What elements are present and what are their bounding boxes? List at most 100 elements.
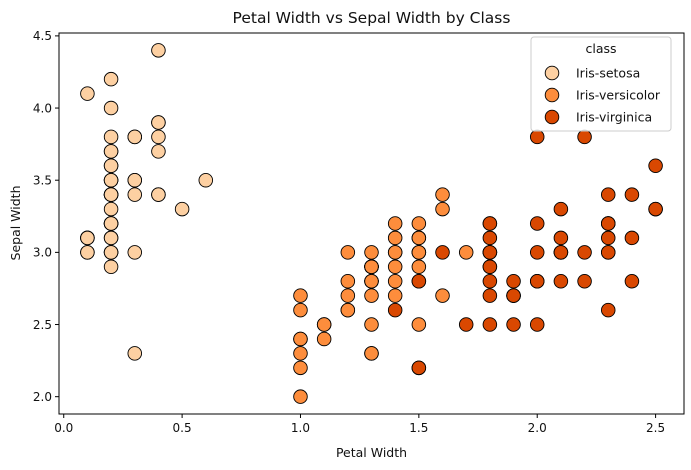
- data-point: [103, 230, 119, 246]
- x-tick-label: 1.0: [291, 421, 310, 435]
- x-tick-label: 2.0: [528, 421, 547, 435]
- data-point: [340, 273, 356, 289]
- data-point: [482, 245, 498, 260]
- y-tick-label: 4.5: [33, 29, 52, 43]
- data-point: [340, 245, 356, 260]
- data-point: [435, 245, 450, 260]
- data-point: [482, 273, 498, 289]
- data-point: [364, 259, 379, 275]
- data-point: [103, 216, 119, 231]
- data-point: [553, 201, 569, 217]
- y-tick-label: 2.5: [33, 318, 52, 332]
- data-point: [529, 273, 545, 289]
- data-point: [316, 331, 332, 347]
- data-point: [316, 317, 332, 332]
- data-point: [364, 346, 379, 361]
- data-point: [482, 317, 498, 332]
- data-point: [387, 288, 403, 303]
- data-point: [127, 172, 143, 188]
- data-point: [553, 273, 569, 289]
- series-iris-versicolor: [293, 187, 498, 404]
- data-point: [529, 129, 545, 145]
- data-point: [529, 245, 545, 260]
- y-tick-label: 3.0: [33, 246, 52, 260]
- data-point: [151, 144, 166, 159]
- data-point: [293, 360, 308, 376]
- data-point: [553, 230, 569, 246]
- legend-entries: Iris-setosa Iris-versicolor Iris-virginica: [544, 66, 661, 125]
- data-point: [624, 230, 640, 246]
- data-point: [506, 317, 521, 332]
- data-point: [411, 230, 427, 246]
- data-point: [364, 273, 379, 289]
- data-point: [103, 100, 119, 116]
- data-point: [103, 129, 119, 145]
- data-point: [127, 129, 143, 145]
- data-point: [340, 302, 356, 318]
- data-point: [435, 201, 450, 217]
- data-point: [387, 245, 403, 260]
- chart-title: Petal Width vs Sepal Width by Class: [233, 9, 511, 27]
- legend-box: [530, 36, 672, 132]
- data-point: [151, 115, 166, 130]
- data-point: [387, 273, 403, 289]
- data-point: [600, 187, 616, 202]
- data-point: [600, 230, 616, 246]
- data-point: [103, 158, 119, 174]
- data-point: [103, 71, 119, 87]
- data-point: [529, 216, 545, 231]
- y-axis: 2.0 2.5 3.0 3.5 4.0 4.5: [33, 29, 59, 404]
- data-point: [103, 245, 119, 260]
- legend: class Iris-setosa Iris-versicolor Iris-vir…: [530, 36, 672, 132]
- data-point: [103, 172, 119, 188]
- legend-marker: [544, 87, 560, 103]
- data-point: [600, 245, 616, 260]
- data-point: [648, 201, 663, 217]
- legend-entry: Iris-setosa: [544, 66, 640, 81]
- data-point: [600, 302, 616, 318]
- data-point: [340, 288, 356, 303]
- data-point: [411, 317, 427, 332]
- data-point: [293, 346, 308, 361]
- data-point: [506, 288, 521, 303]
- data-point: [364, 317, 379, 332]
- data-point: [293, 331, 308, 347]
- legend-entry: Iris-virginica: [544, 110, 652, 125]
- data-point: [435, 187, 450, 202]
- data-point: [411, 259, 427, 275]
- data-point: [411, 360, 427, 376]
- data-point: [103, 144, 119, 159]
- x-tick-label: 1.5: [409, 421, 428, 435]
- data-point: [80, 86, 95, 101]
- data-point: [577, 245, 592, 260]
- data-point: [482, 216, 498, 231]
- y-tick-label: 2.0: [33, 390, 52, 404]
- y-tick-label: 3.5: [33, 174, 52, 188]
- data-point: [364, 288, 379, 303]
- data-point: [174, 201, 190, 217]
- data-point: [529, 317, 545, 332]
- y-tick-label: 4.0: [33, 101, 52, 115]
- data-point: [577, 129, 592, 145]
- data-point: [648, 158, 663, 174]
- data-points: [80, 43, 663, 404]
- data-point: [387, 259, 403, 275]
- data-point: [103, 201, 119, 217]
- data-point: [127, 245, 143, 260]
- data-point: [411, 273, 427, 289]
- data-point: [198, 172, 214, 188]
- data-point: [387, 216, 403, 231]
- legend-label: Iris-virginica: [576, 110, 652, 125]
- data-point: [151, 129, 166, 145]
- data-point: [624, 273, 640, 289]
- data-point: [387, 230, 403, 246]
- data-point: [577, 273, 592, 289]
- data-point: [364, 245, 379, 260]
- data-point: [103, 187, 119, 202]
- data-point: [482, 230, 498, 246]
- series-iris-virginica: [387, 129, 663, 376]
- data-point: [624, 187, 640, 202]
- data-point: [435, 288, 450, 303]
- data-point: [293, 302, 308, 318]
- data-point: [482, 288, 498, 303]
